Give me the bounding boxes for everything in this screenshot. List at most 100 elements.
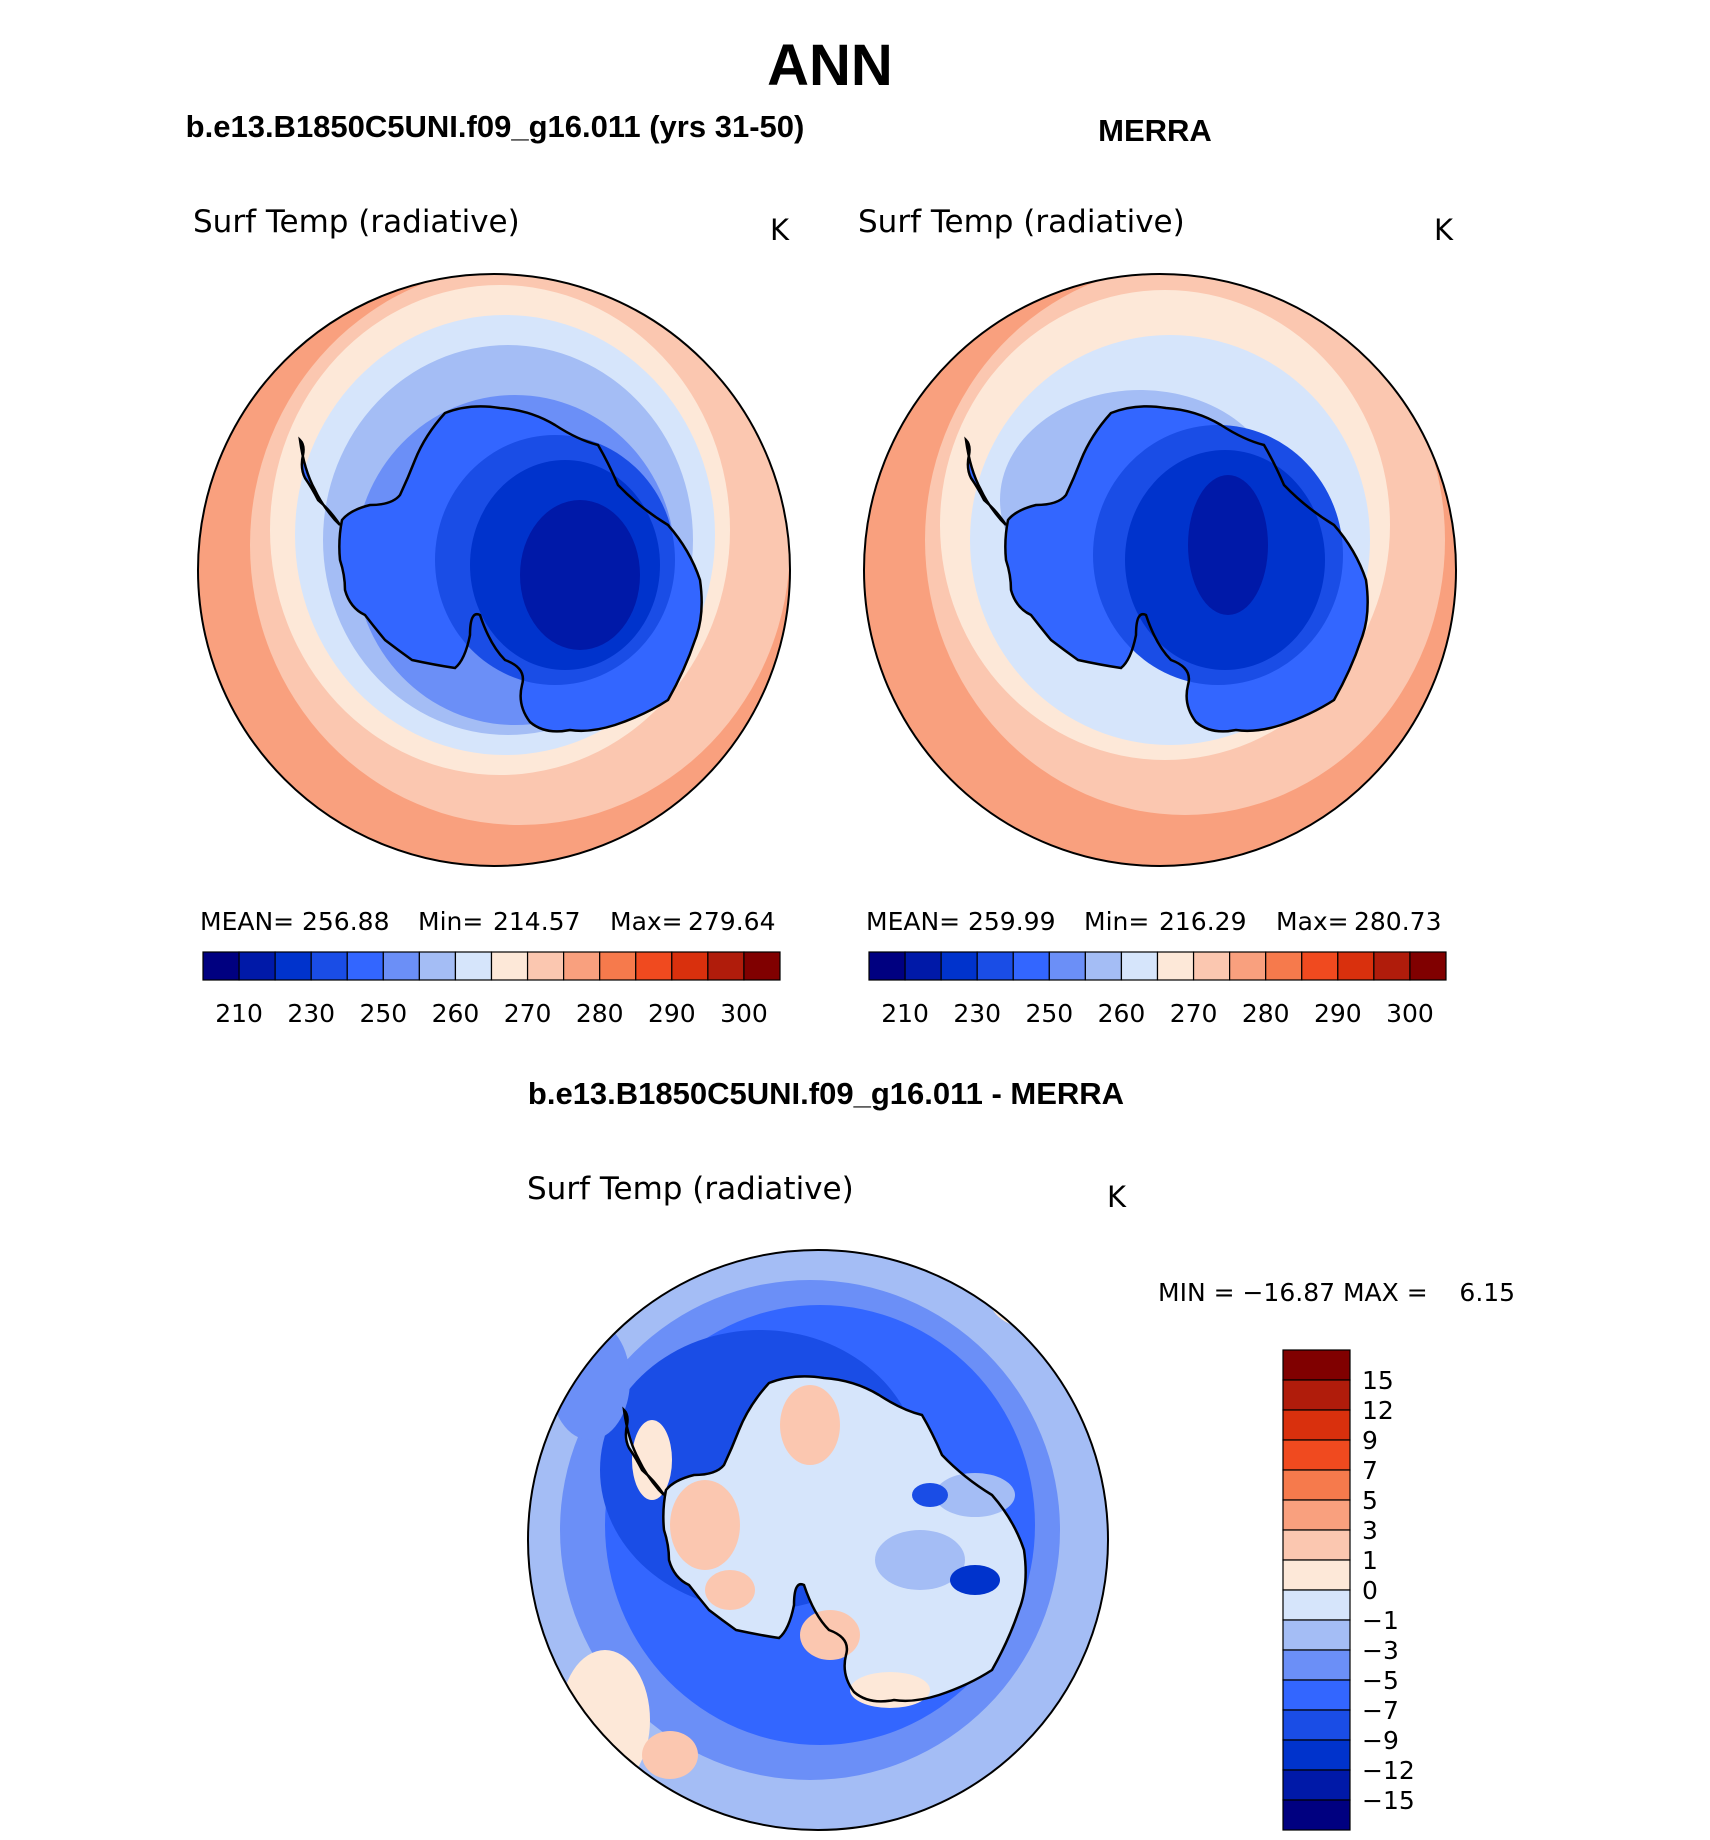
panel-diff-units: K — [1107, 1180, 1127, 1214]
panel-model-colorbar-tick-label: 300 — [720, 999, 768, 1028]
panel-diff-colorbar-tick-label: 5 — [1362, 1486, 1378, 1515]
panel-model-colorbar-tick-label: 290 — [648, 999, 696, 1028]
panel-model: b.e13.B1850C5UNI.f09_g16.011 (yrs 31-50)… — [186, 109, 805, 1028]
panel-model-colorbar-swatch — [743, 951, 781, 981]
panel-model-colorbar-tick-label: 280 — [576, 999, 624, 1028]
panel-diff-map — [528, 1250, 1108, 1830]
panel-diff-colorbar-tick-label: −1 — [1362, 1606, 1399, 1635]
panel-obs-map — [864, 274, 1456, 866]
panel-obs-colorbar-swatch — [1156, 951, 1195, 981]
panel-diff-colorbar-tick-label: 9 — [1362, 1426, 1378, 1455]
panel-obs-colorbar-swatch — [868, 951, 906, 981]
panel-obs-colorbar-swatch — [1373, 951, 1411, 981]
panel-model-colorbar-swatch — [238, 951, 276, 981]
panel-diff-colorbar-swatch — [1282, 1739, 1351, 1771]
panel-model-map — [198, 274, 790, 866]
panel-diff-colorbar-tick-label: 3 — [1362, 1516, 1378, 1545]
panel-model-colorbar-swatch — [599, 951, 637, 981]
panel-diff-map-border — [527, 1249, 1109, 1831]
panel-obs-colorbar-swatch — [1048, 951, 1086, 981]
panel-diff-colorbar-swatch — [1282, 1589, 1351, 1621]
panel-obs-colorbar-tick-label: 280 — [1242, 999, 1290, 1028]
panel-diff-colorbar-swatch — [1282, 1649, 1351, 1681]
panel-diff-colorbar-tick-label: −12 — [1362, 1756, 1415, 1785]
panel-model-colorbar-swatch — [563, 951, 601, 981]
panel-diff-colorbar-tick-label: −9 — [1362, 1726, 1399, 1755]
panel-model-colorbar-swatch — [707, 951, 745, 981]
panel-diff-colorbar-tick-label: 15 — [1362, 1366, 1394, 1395]
panel-model-colorbar-swatch — [671, 951, 709, 981]
panel-model-max-value: 279.64 — [688, 907, 775, 936]
panel-obs-colorbar-tick-label: 290 — [1314, 999, 1362, 1028]
panel-diff: b.e13.B1850C5UNI.f09_g16.011 - MERRA Sur… — [527, 1076, 1515, 1831]
panel-diff-colorbar-swatch — [1282, 1439, 1351, 1471]
panel-diff-variable-label: Surf Temp (radiative) — [527, 1171, 854, 1207]
panel-obs-mean-label: MEAN= — [866, 907, 960, 936]
panel-obs-colorbar-swatch — [1120, 951, 1159, 981]
panel-model-colorbar-swatch — [346, 951, 384, 981]
panel-model-min-label: Min= — [418, 907, 483, 936]
panel-diff-colorbar-swatch — [1282, 1769, 1351, 1801]
panel-diff-colorbar-swatch — [1282, 1529, 1351, 1561]
panel-diff-colorbar-swatch — [1282, 1709, 1351, 1741]
panel-obs-colorbar-swatch — [976, 951, 1014, 981]
panel-obs-colorbar-tick-label: 270 — [1170, 999, 1218, 1028]
panel-obs-colorbar: 210 230 250 260 270 280 290 300 — [868, 951, 1447, 1028]
panel-model-colorbar-tick-label: 260 — [432, 999, 480, 1028]
panel-obs-map-border — [863, 273, 1457, 867]
panel-model-colorbar-swatch — [202, 951, 240, 981]
panel-diff-colorbar-swatch — [1282, 1619, 1351, 1651]
panel-obs-colorbar-swatch — [904, 951, 942, 981]
panel-obs-colorbar-swatch — [1409, 951, 1447, 981]
panel-model-colorbar-swatch — [526, 951, 565, 981]
panel-model-map-border — [197, 273, 791, 867]
panel-diff-colorbar-tick-label: 12 — [1362, 1396, 1394, 1425]
panel-diff-colorbar-swatch — [1282, 1559, 1351, 1591]
panel-diff-colorbar-tick-label: −7 — [1362, 1696, 1399, 1725]
panel-diff-colorbar-swatch — [1282, 1379, 1351, 1411]
panel-diff-colorbar-tick-label: 0 — [1362, 1576, 1378, 1605]
panel-obs-colorbar-tick-label: 300 — [1386, 999, 1434, 1028]
panel-model-max-label: Max= — [610, 907, 683, 936]
panel-model-colorbar-swatch — [635, 951, 673, 981]
panel-model-colorbar-tick-label: 230 — [287, 999, 335, 1028]
panel-obs-colorbar-swatch — [1192, 951, 1231, 981]
panel-diff-colorbar-swatch — [1282, 1499, 1351, 1531]
panel-model-units: K — [770, 213, 790, 247]
panel-diff-colorbar-swatch — [1282, 1799, 1351, 1831]
panel-diff-header: b.e13.B1850C5UNI.f09_g16.011 - MERRA — [528, 1076, 1124, 1111]
panel-model-colorbar-tick-label: 210 — [215, 999, 263, 1028]
panel-obs: MERRA Surf Temp (radiative) K MEAN= 259.… — [858, 113, 1457, 1028]
panel-obs-colorbar-swatch — [1012, 951, 1050, 981]
panel-model-mean-label: MEAN= — [200, 907, 294, 936]
panel-diff-colorbar-swatch — [1282, 1469, 1351, 1501]
panel-model-colorbar-swatch — [382, 951, 420, 981]
panel-diff-colorbar-tick-label: −15 — [1362, 1786, 1415, 1815]
panel-obs-max-value: 280.73 — [1354, 907, 1441, 936]
panel-model-header: b.e13.B1850C5UNI.f09_g16.011 (yrs 31-50) — [186, 109, 805, 144]
panel-model-mean-value: 256.88 — [302, 907, 389, 936]
panel-diff-colorbar-tick-label: 7 — [1362, 1456, 1378, 1485]
panel-diff-colorbar-tick-label: −5 — [1362, 1666, 1399, 1695]
panel-obs-colorbar-swatch — [1229, 951, 1267, 981]
panel-diff-colorbar-swatch — [1282, 1679, 1351, 1711]
panel-model-colorbar-swatch — [454, 951, 493, 981]
panel-model-variable-label: Surf Temp (radiative) — [193, 204, 520, 240]
panel-obs-colorbar-swatch — [1301, 951, 1339, 981]
panel-model-colorbar-swatch — [310, 951, 348, 981]
panel-obs-min-value: 216.29 — [1159, 907, 1246, 936]
figure-title: ANN — [767, 33, 893, 98]
panel-model-colorbar-tick-label: 270 — [504, 999, 552, 1028]
panel-obs-colorbar-tick-label: 210 — [881, 999, 929, 1028]
panel-model-min-value: 214.57 — [493, 907, 580, 936]
panel-model-colorbar-swatch — [274, 951, 312, 981]
panel-model-colorbar-swatch — [418, 951, 457, 981]
panel-diff-colorbar-swatch — [1282, 1349, 1351, 1381]
panel-obs-mean-value: 259.99 — [968, 907, 1055, 936]
panel-obs-min-label: Min= — [1084, 907, 1149, 936]
panel-diff-colorbar-swatch — [1282, 1409, 1351, 1441]
panel-diff-colorbar-tick-label: 1 — [1362, 1546, 1378, 1575]
panel-obs-colorbar-swatch — [1265, 951, 1303, 981]
